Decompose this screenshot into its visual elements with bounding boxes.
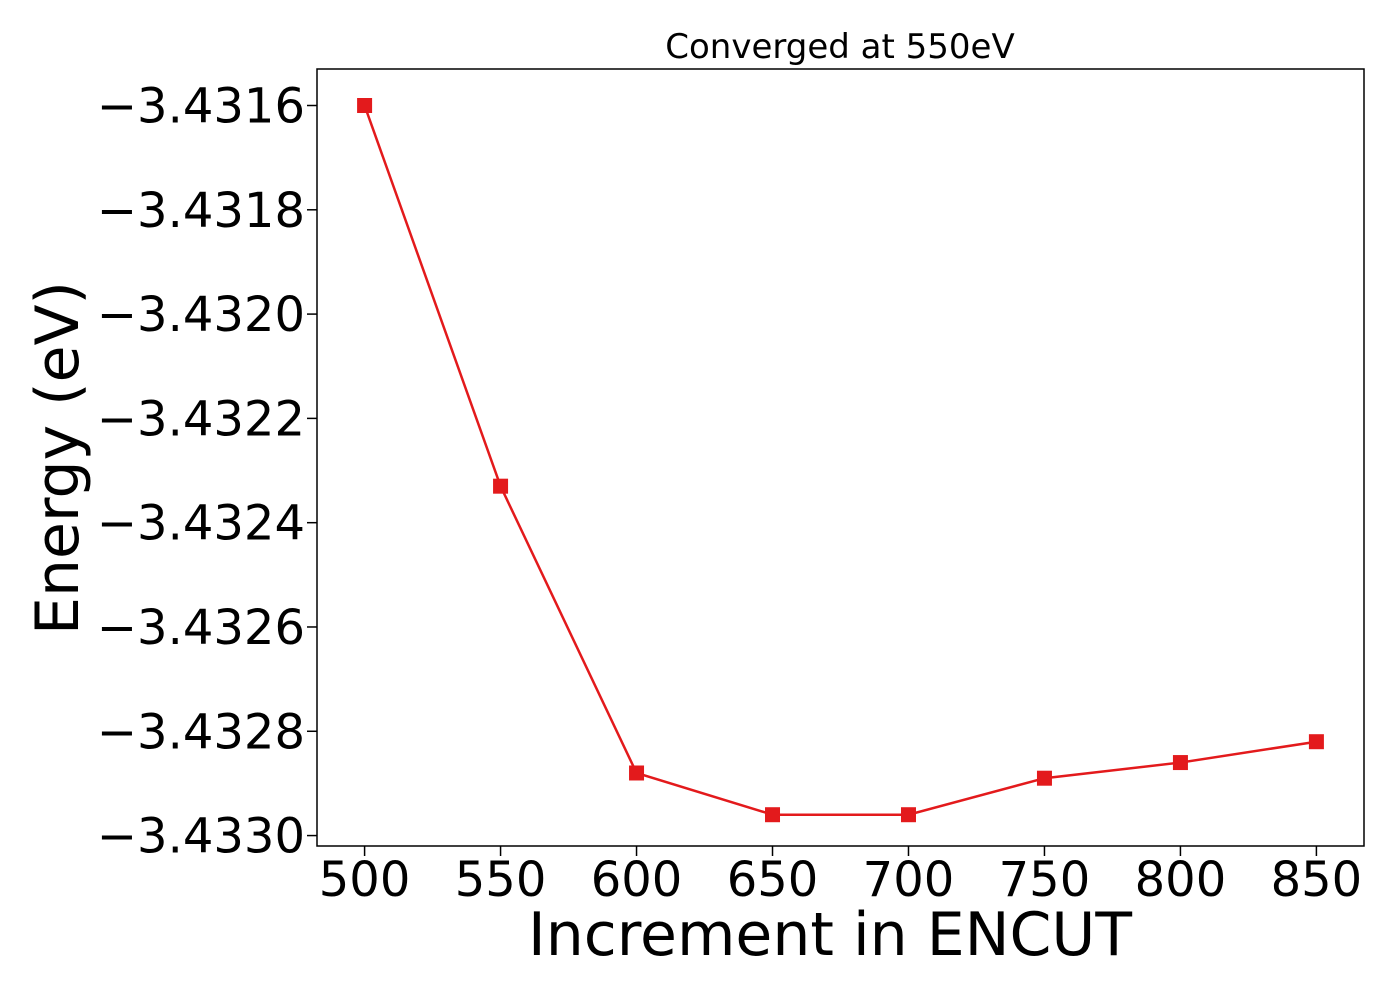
data-point-marker [493, 478, 509, 494]
x-axis-title: Increment in ENCUT [528, 900, 1132, 970]
series-line [363, 105, 1317, 816]
x-tick-label: 600 [591, 852, 683, 908]
y-tick-label: −3.4318 [97, 183, 305, 239]
data-point-marker [357, 98, 373, 114]
plot-area [357, 98, 1324, 823]
y-tick-label: −3.4330 [97, 809, 305, 865]
y-tick-label: −3.4328 [97, 704, 305, 760]
data-point-marker [1172, 755, 1188, 771]
x-tick-label: 500 [319, 852, 411, 908]
data-point-marker [629, 765, 645, 781]
x-tick-label: 550 [455, 852, 547, 908]
y-tick-label: −3.4320 [97, 287, 305, 343]
data-point-marker [765, 807, 781, 823]
x-tick-label: 650 [727, 852, 819, 908]
x-tick-label: 850 [1271, 852, 1363, 908]
y-tick-label: −3.4324 [97, 496, 305, 552]
y-tick-label: −3.4316 [97, 79, 305, 135]
x-axis-ticks: 500 550 600 650 700 750 800 850 [319, 846, 1362, 908]
data-point-marker [900, 807, 916, 823]
x-tick-label: 750 [999, 852, 1091, 908]
data-point-marker [1308, 734, 1324, 750]
data-point-marker [1036, 770, 1052, 786]
y-axis-title: Energy (eV) [23, 281, 93, 635]
chart-title: Converged at 550eV [665, 27, 1014, 67]
x-tick-label: 800 [1135, 852, 1227, 908]
y-tick-label: −3.4322 [97, 391, 305, 447]
x-tick-label: 700 [863, 852, 955, 908]
y-axis-ticks: −3.4316 −3.4318 −3.4320 −3.4322 −3.4324 −3.43… [97, 79, 317, 865]
y-tick-label: −3.4326 [97, 600, 305, 656]
plot-frame [316, 68, 1365, 847]
